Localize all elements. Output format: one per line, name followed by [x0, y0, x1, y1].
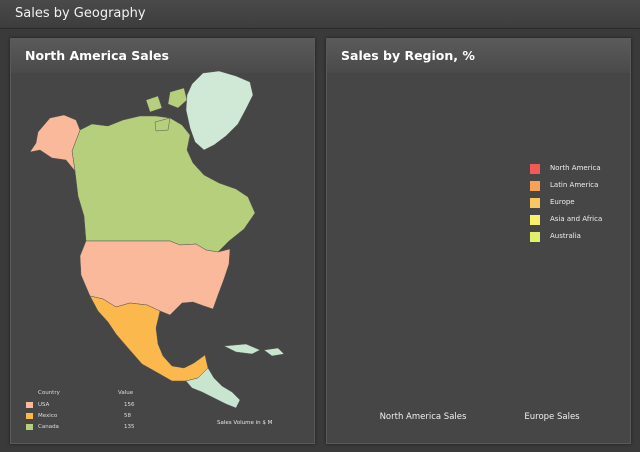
legend-row-usa: USA 156: [24, 402, 135, 410]
map-region-caribbean: [223, 343, 285, 357]
pie-legend-item: Australia: [530, 231, 630, 243]
legend-row-mexico: Mexico 58: [24, 413, 134, 421]
panel-title-sales-by-region: Sales by Region, %: [341, 48, 475, 63]
legend-value-mexico: 58: [124, 413, 131, 419]
legend-swatch-usa: [26, 402, 33, 408]
north-america-sales-label: North America Sales: [379, 412, 467, 422]
map-region-canada-islands: [145, 87, 188, 132]
pie-legend-swatch: [530, 215, 540, 225]
pie-legend-item: Europe: [530, 197, 630, 209]
legend-value-canada: 135: [124, 424, 135, 430]
panel-header: Sales by Region, %: [327, 39, 630, 73]
panel-header: North America Sales: [11, 39, 314, 73]
pie-legend-swatch: [530, 232, 540, 242]
pie-legend-label: Europe: [550, 198, 575, 206]
legend-row-canada: Canada 135: [24, 424, 135, 432]
map-region-mexico[interactable]: [89, 295, 209, 382]
pie-legend-label: North America: [550, 164, 601, 172]
map-region-canada[interactable]: [71, 115, 256, 253]
map-region-alaska[interactable]: [29, 114, 81, 172]
pie-legend-label: Australia: [550, 232, 581, 240]
panel-title-north-america: North America Sales: [25, 48, 169, 63]
legend-country-mexico: Mexico: [38, 413, 58, 419]
map-region-greenland[interactable]: [185, 70, 254, 151]
europe-sales-label: Europe Sales: [524, 412, 580, 422]
legend-country-usa: USA: [38, 402, 50, 408]
legend-header-country: Country: [38, 390, 60, 396]
pie-legend-label: Latin America: [550, 181, 599, 189]
pie-legend-swatch: [530, 164, 540, 174]
title-bar: Sales by Geography: [0, 0, 640, 29]
pie-legend-item: Asia and Africa: [530, 214, 630, 226]
window-title: Sales by Geography: [15, 6, 146, 21]
pie-legend-swatch: [530, 181, 540, 191]
legend-swatch-mexico: [26, 413, 33, 419]
pie-legend-swatch: [530, 198, 540, 208]
legend-header-value: Value: [118, 390, 134, 396]
map-caption: Sales Volume in $ M: [217, 420, 273, 426]
pie-legend-item: Latin America: [530, 180, 630, 192]
legend-country-canada: Canada: [38, 424, 59, 430]
legend-value-usa: 156: [124, 402, 135, 408]
pie-legend-item: North America: [530, 163, 630, 175]
map-region-central-america[interactable]: [185, 367, 241, 409]
legend-swatch-canada: [26, 424, 33, 430]
pie-legend-label: Asia and Africa: [550, 215, 603, 223]
region-panel: Sales by Region, %: [326, 38, 631, 444]
